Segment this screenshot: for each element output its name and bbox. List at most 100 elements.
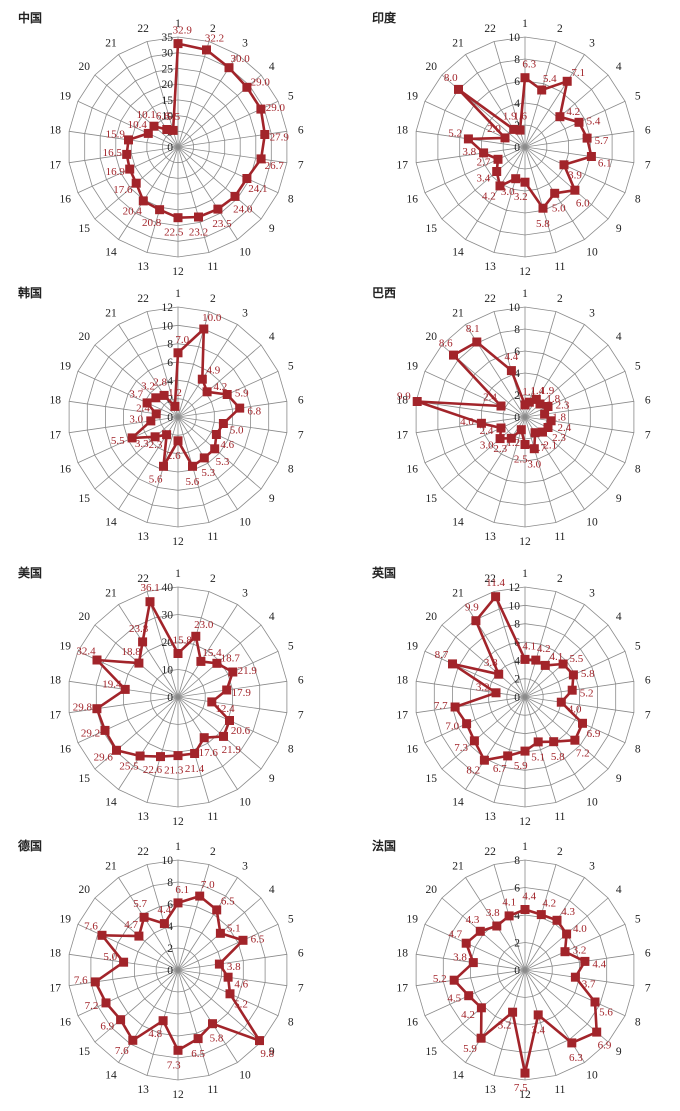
spoke-line xyxy=(177,146,262,220)
data-point xyxy=(472,337,482,347)
data-point xyxy=(213,204,223,214)
category-label: 9 xyxy=(616,493,622,505)
data-label: 7.6 xyxy=(115,1045,129,1057)
category-label: 19 xyxy=(59,91,71,103)
category-label: 12 xyxy=(172,816,184,828)
data-label: 5.9 xyxy=(235,388,249,400)
data-label: 2.0 xyxy=(487,123,501,135)
data-label: 6.9 xyxy=(598,1040,612,1052)
spoke-line xyxy=(493,311,526,418)
category-label: 13 xyxy=(484,261,496,273)
data-point xyxy=(134,658,144,668)
category-label: 11 xyxy=(207,811,218,823)
data-point xyxy=(202,45,211,55)
data-label: 23.8 xyxy=(129,623,149,635)
category-label: 19 xyxy=(59,641,71,653)
spoke-line xyxy=(177,969,210,1076)
category-label: 22 xyxy=(137,573,149,585)
data-label: 26.7 xyxy=(265,160,285,172)
data-label: 9.9 xyxy=(465,602,479,614)
category-label: 6 xyxy=(645,394,651,406)
category-label: 22 xyxy=(137,846,149,858)
axis-tick-label: 0 xyxy=(514,412,520,424)
data-label: 3.4 xyxy=(531,1025,545,1037)
spoke-line xyxy=(177,146,279,194)
spoke-line xyxy=(177,146,210,253)
axis-tick-label: 8 xyxy=(514,855,520,867)
data-point xyxy=(538,203,548,213)
category-label: 18 xyxy=(397,674,409,686)
data-label: 29.6 xyxy=(94,751,114,763)
spoke-line xyxy=(441,146,526,220)
spoke-line xyxy=(416,416,526,434)
data-point xyxy=(162,430,172,440)
data-label: 29.2 xyxy=(81,727,100,739)
spoke-line xyxy=(465,696,526,790)
axis-tick-label: 8 xyxy=(167,339,173,351)
spoke-line xyxy=(177,696,287,714)
data-point xyxy=(260,130,270,139)
data-point xyxy=(491,688,501,698)
spoke-line xyxy=(441,416,526,490)
category-label: 1 xyxy=(522,841,528,853)
data-point xyxy=(529,444,539,454)
axis-tick-label: 30 xyxy=(162,48,174,60)
category-label: 11 xyxy=(554,811,565,823)
data-label: 3.0 xyxy=(480,440,494,452)
data-point xyxy=(558,659,568,669)
data-point xyxy=(479,148,489,158)
data-point xyxy=(562,929,572,939)
axis-tick-label: 20 xyxy=(162,79,174,91)
data-point xyxy=(188,461,197,471)
category-label: 4 xyxy=(616,61,622,73)
data-point xyxy=(225,716,234,725)
category-label: 9 xyxy=(269,493,275,505)
spoke-line xyxy=(416,146,526,164)
data-point xyxy=(586,152,596,161)
axis-tick-label: 8 xyxy=(167,877,173,889)
data-point xyxy=(570,972,580,982)
spoke-line xyxy=(441,696,526,770)
data-label: 6.8 xyxy=(247,405,261,417)
category-label: 4 xyxy=(616,611,622,623)
category-label: 17 xyxy=(50,710,62,722)
data-label: 21.3 xyxy=(164,765,184,777)
data-label: 4.9 xyxy=(207,365,221,377)
axis-tick-label: 0 xyxy=(167,692,173,704)
data-label: 2.1 xyxy=(543,440,557,452)
data-point xyxy=(145,597,155,607)
spoke-line xyxy=(94,696,179,770)
data-point xyxy=(199,324,209,334)
data-point xyxy=(570,735,580,745)
spoke-line xyxy=(177,41,210,148)
data-label: 4.2 xyxy=(566,106,580,118)
data-label: 5.8 xyxy=(551,751,565,763)
data-point xyxy=(491,592,501,602)
data-point xyxy=(536,910,546,920)
category-label: 15 xyxy=(426,773,438,785)
axis-tick-label: 12 xyxy=(509,582,521,594)
data-point xyxy=(125,164,135,174)
data-label: 7.1 xyxy=(571,67,585,79)
category-label: 20 xyxy=(79,884,91,896)
data-point xyxy=(242,82,252,92)
spoke-line xyxy=(177,344,262,418)
axis-tick-label: 4 xyxy=(514,655,520,667)
data-label: 5.7 xyxy=(595,135,609,147)
data-point xyxy=(190,749,200,758)
data-point xyxy=(170,401,180,411)
axis-tick-label: 10 xyxy=(162,111,174,123)
data-label: 8.0 xyxy=(444,72,458,84)
data-label: 29.0 xyxy=(251,76,271,88)
data-label: 6.3 xyxy=(522,59,536,71)
category-label: 3 xyxy=(589,38,595,50)
data-point xyxy=(568,670,578,680)
spoke-line xyxy=(118,146,179,240)
category-label: 14 xyxy=(105,246,117,258)
data-point xyxy=(90,977,100,987)
data-point xyxy=(159,390,169,400)
data-point xyxy=(173,751,183,761)
category-label: 19 xyxy=(406,914,418,926)
category-label: 8 xyxy=(288,194,294,206)
data-label: 10.1 xyxy=(137,109,156,121)
